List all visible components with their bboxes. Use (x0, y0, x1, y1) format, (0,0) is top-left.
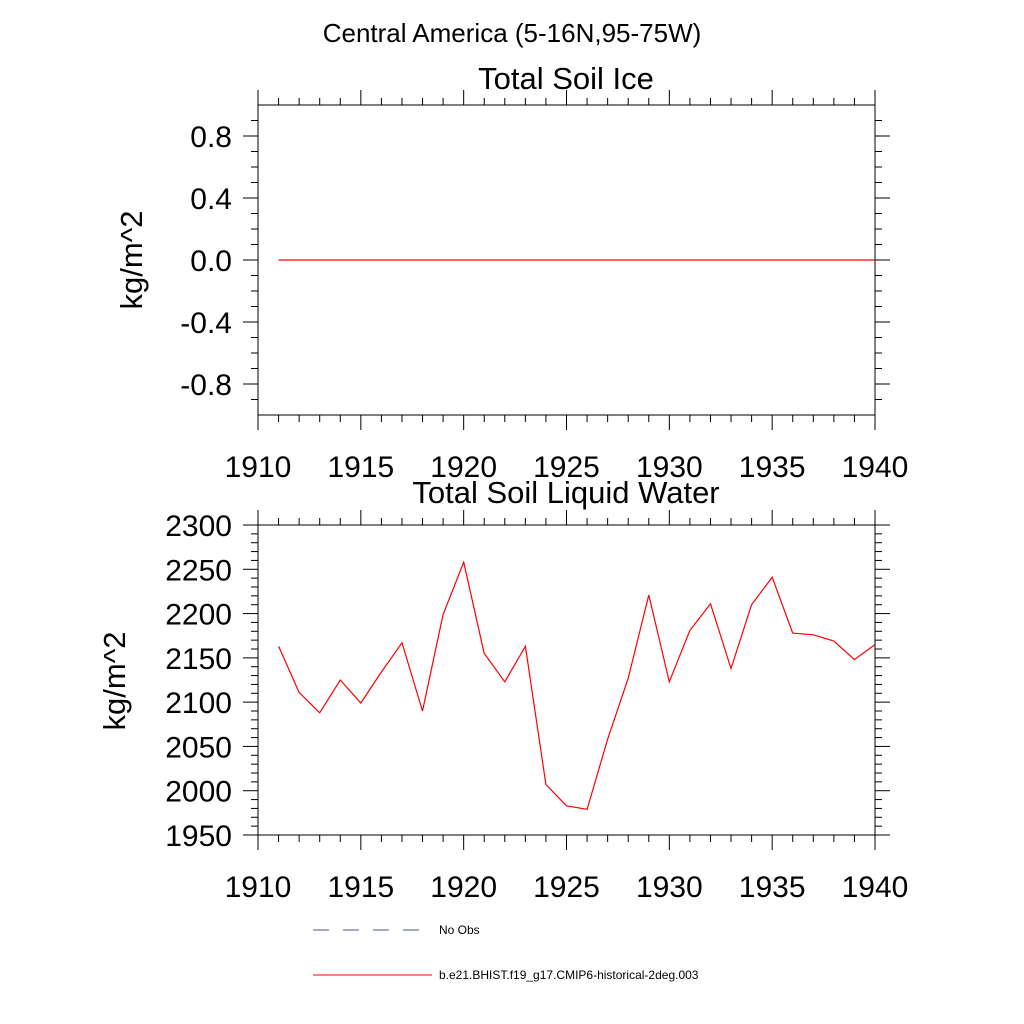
x-tick-label: 1925 (533, 871, 600, 904)
x-tick-label: 1920 (430, 871, 497, 904)
y-tick-label: 2050 (165, 731, 232, 764)
x-tick-label: 1935 (739, 871, 806, 904)
x-tick-label: 1930 (636, 871, 703, 904)
y-axis-label: kg/m^2 (114, 211, 149, 310)
x-tick-label: 1925 (533, 451, 600, 484)
y-tick-label: 0.8 (190, 121, 232, 154)
y-tick-label: -0.4 (180, 307, 232, 340)
x-tick-label: 1915 (327, 451, 394, 484)
x-tick-label: 1930 (636, 451, 703, 484)
y-tick-label: 2200 (165, 599, 232, 632)
y-tick-label: 0.0 (190, 245, 232, 278)
x-tick-label: 1940 (842, 451, 909, 484)
series-line (278, 560, 876, 810)
legend: No Obs b.e21.BHIST.f19_g17.CMIP6-histori… (313, 923, 699, 982)
x-tick-label: 1940 (842, 871, 909, 904)
x-tick-label: 1935 (739, 451, 806, 484)
y-tick-label: 0.4 (190, 183, 232, 216)
panel-total-soil-ice: Total Soil Ice kg/m^2 1910 1915 1920 1925 19… (114, 61, 908, 484)
figure-title: Central America (5-16N,95-75W) (323, 18, 702, 48)
x-tick-label: 1920 (430, 451, 497, 484)
y-tick-label: 2300 (165, 510, 232, 543)
x-tick-label: 1915 (327, 871, 394, 904)
y-tick-label: 1950 (165, 820, 232, 853)
legend-label-no-obs: No Obs (439, 923, 480, 937)
y-tick-label: 2250 (165, 554, 232, 587)
y-tick-label: 2150 (165, 643, 232, 676)
y-tick-label: 2000 (165, 776, 232, 809)
legend-label-model: b.e21.BHIST.f19_g17.CMIP6-historical-2de… (439, 968, 699, 982)
y-tick-label: 2100 (165, 687, 232, 720)
x-tick-label: 1910 (225, 871, 292, 904)
x-tick-label: 1910 (225, 451, 292, 484)
panel-title: Total Soil Liquid Water (412, 475, 719, 510)
panel-total-soil-liquid-water: Total Soil Liquid Water kg/m^2 1910 1915 1… (97, 475, 908, 904)
y-tick-label: -0.8 (180, 369, 232, 402)
y-axis-label: kg/m^2 (97, 632, 132, 731)
plot-frame (257, 524, 876, 836)
